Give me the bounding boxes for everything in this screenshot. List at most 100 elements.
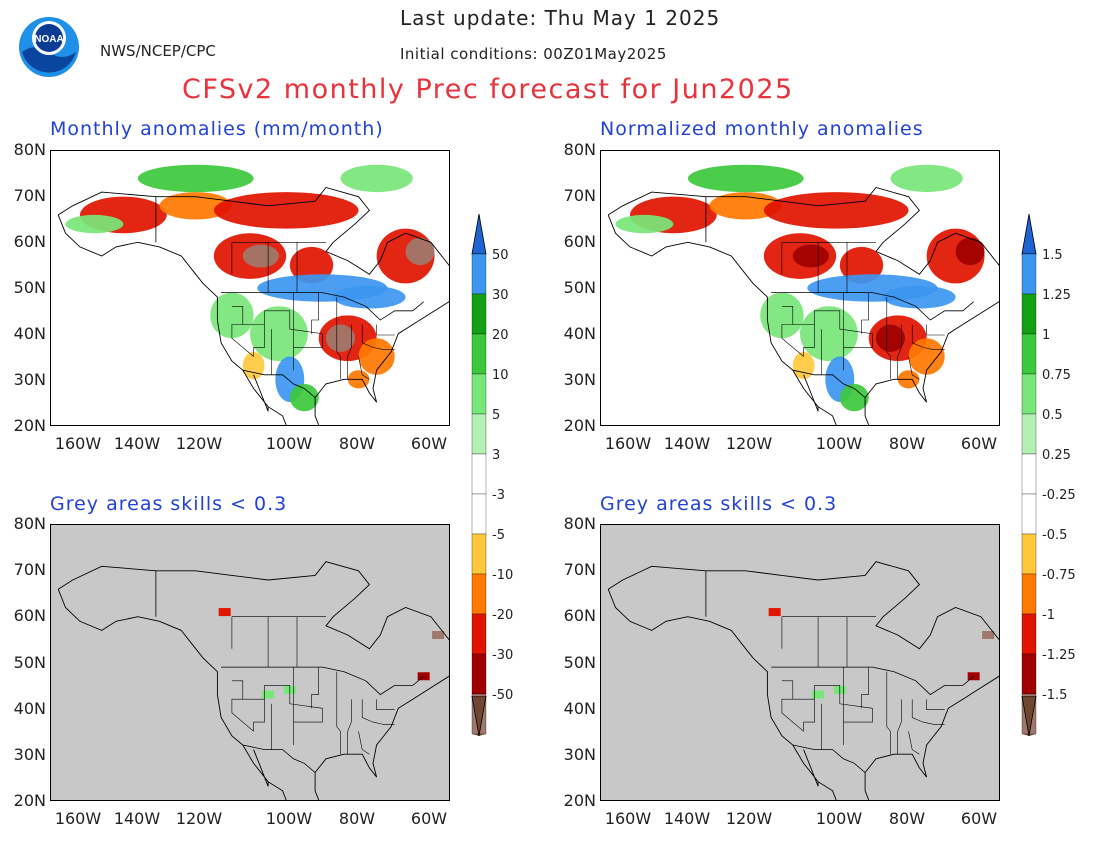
svg-text:NOAA: NOAA [34, 34, 63, 45]
colorbar-label: -10 [492, 568, 514, 583]
lon-label: 100W [815, 809, 863, 828]
colorbar-label: 10 [492, 368, 509, 383]
lat-label: 80N [13, 514, 46, 533]
lon-label: 80W [888, 809, 926, 828]
anomaly-region [325, 324, 355, 352]
lat-label: 20N [563, 416, 596, 435]
lon-label: 120W [175, 809, 223, 828]
main-title: CFSv2 monthly Prec forecast for Jun2025 [182, 74, 794, 105]
lon-label: 160W [604, 809, 652, 828]
anomaly-region [137, 164, 254, 193]
skill-patch [432, 631, 445, 639]
lat-label: 50N [563, 278, 596, 297]
anomaly-region [890, 164, 963, 193]
skill-patch [768, 608, 781, 617]
lat-label: 40N [563, 698, 596, 718]
lat-label: 50N [13, 652, 46, 672]
lon-label: 140W [663, 434, 711, 453]
lon-label: 140W [663, 809, 711, 828]
colorbar-segment [471, 613, 487, 655]
lon-label: 60W [410, 434, 448, 453]
lon-label: 60W [410, 809, 448, 828]
colorbar-segment [1021, 573, 1037, 615]
lon-label: 140W [113, 809, 161, 828]
colorbar-segment [1021, 373, 1037, 415]
lat-label: 70N [563, 186, 596, 205]
map-skill-normalized [600, 524, 1000, 801]
lat-label: 60N [563, 606, 596, 626]
colorbar-segment [471, 533, 487, 575]
anomaly-region [358, 338, 395, 375]
lat-label: 30N [563, 370, 596, 389]
lat-label: 60N [563, 232, 596, 251]
colorbar-anomalies [471, 213, 487, 736]
lat-label: 50N [13, 278, 46, 297]
lat-label: 20N [563, 791, 596, 810]
anomaly-region [839, 383, 869, 412]
map-boundary [231, 242, 326, 293]
anomaly-region [760, 292, 804, 339]
colorbar-segment [1021, 333, 1037, 375]
colorbar-label: -0.75 [1042, 568, 1076, 583]
colorbar-label: 50 [492, 248, 509, 263]
colorbar-normalized [1021, 213, 1037, 736]
colorbar-label: -0.5 [1042, 528, 1068, 543]
map-boundary [155, 570, 424, 773]
lat-label: 60N [13, 232, 46, 251]
map-skill-anomalies [50, 524, 450, 801]
colorbar-label: 0.75 [1042, 368, 1071, 383]
anomaly-region [875, 324, 905, 352]
map-boundary [781, 667, 945, 755]
lon-label: 160W [604, 434, 652, 453]
lat-label: 30N [13, 744, 46, 764]
map-boundary [781, 242, 876, 293]
map-boundary [57, 186, 449, 425]
lat-label: 70N [13, 186, 46, 205]
colorbar-segment [1021, 533, 1037, 575]
map-boundary [231, 667, 395, 755]
anomaly-region [800, 306, 858, 362]
anomaly-region [213, 192, 359, 229]
lat-label: 70N [13, 560, 46, 580]
panel-title-skill-right: Grey areas skills < 0.3 [600, 493, 838, 515]
colorbar-label: -1.25 [1042, 648, 1076, 663]
colorbar-label: -1.5 [1042, 688, 1068, 703]
anomaly-region [763, 192, 909, 229]
anomaly-region [955, 237, 985, 266]
lon-label: 100W [815, 434, 863, 453]
anomaly-region [65, 214, 124, 234]
lon-label: 100W [265, 434, 313, 453]
colorbar-label: 20 [492, 328, 509, 343]
anomaly-region [405, 237, 435, 266]
map-boundary [607, 561, 999, 800]
map-boundary [607, 186, 999, 425]
colorbar-arrow-bottom [471, 695, 487, 740]
lat-label: 20N [13, 416, 46, 435]
lon-label: 60W [960, 809, 998, 828]
colorbar-arrow-top [1021, 213, 1037, 255]
anomaly-region [289, 383, 319, 412]
colorbar-label: 0.5 [1042, 408, 1063, 423]
colorbar-label: -30 [492, 648, 514, 663]
lon-label: 120W [175, 434, 223, 453]
lon-label: 60W [960, 434, 998, 453]
last-update: Last update: Thu May 1 2025 [400, 6, 721, 30]
colorbar-label: -0.25 [1042, 488, 1076, 503]
map-boundary [231, 292, 395, 380]
lon-label: 160W [54, 434, 102, 453]
anomaly-region [289, 246, 334, 284]
colorbar-arrow-bottom [1021, 695, 1037, 740]
lon-label: 100W [265, 809, 313, 828]
noaa-logo: NOAA [18, 16, 80, 78]
colorbar-segment [1021, 413, 1037, 455]
lat-label: 30N [13, 370, 46, 389]
anomaly-region [340, 164, 413, 193]
colorbar-segment [471, 413, 487, 455]
skill-patch [262, 690, 275, 699]
map-boundary [57, 561, 449, 800]
lon-label: 140W [113, 434, 161, 453]
colorbar-segment [1021, 293, 1037, 335]
map-boundary [781, 616, 876, 668]
agency-label: NWS/NCEP/CPC [100, 42, 216, 60]
lon-label: 160W [54, 809, 102, 828]
